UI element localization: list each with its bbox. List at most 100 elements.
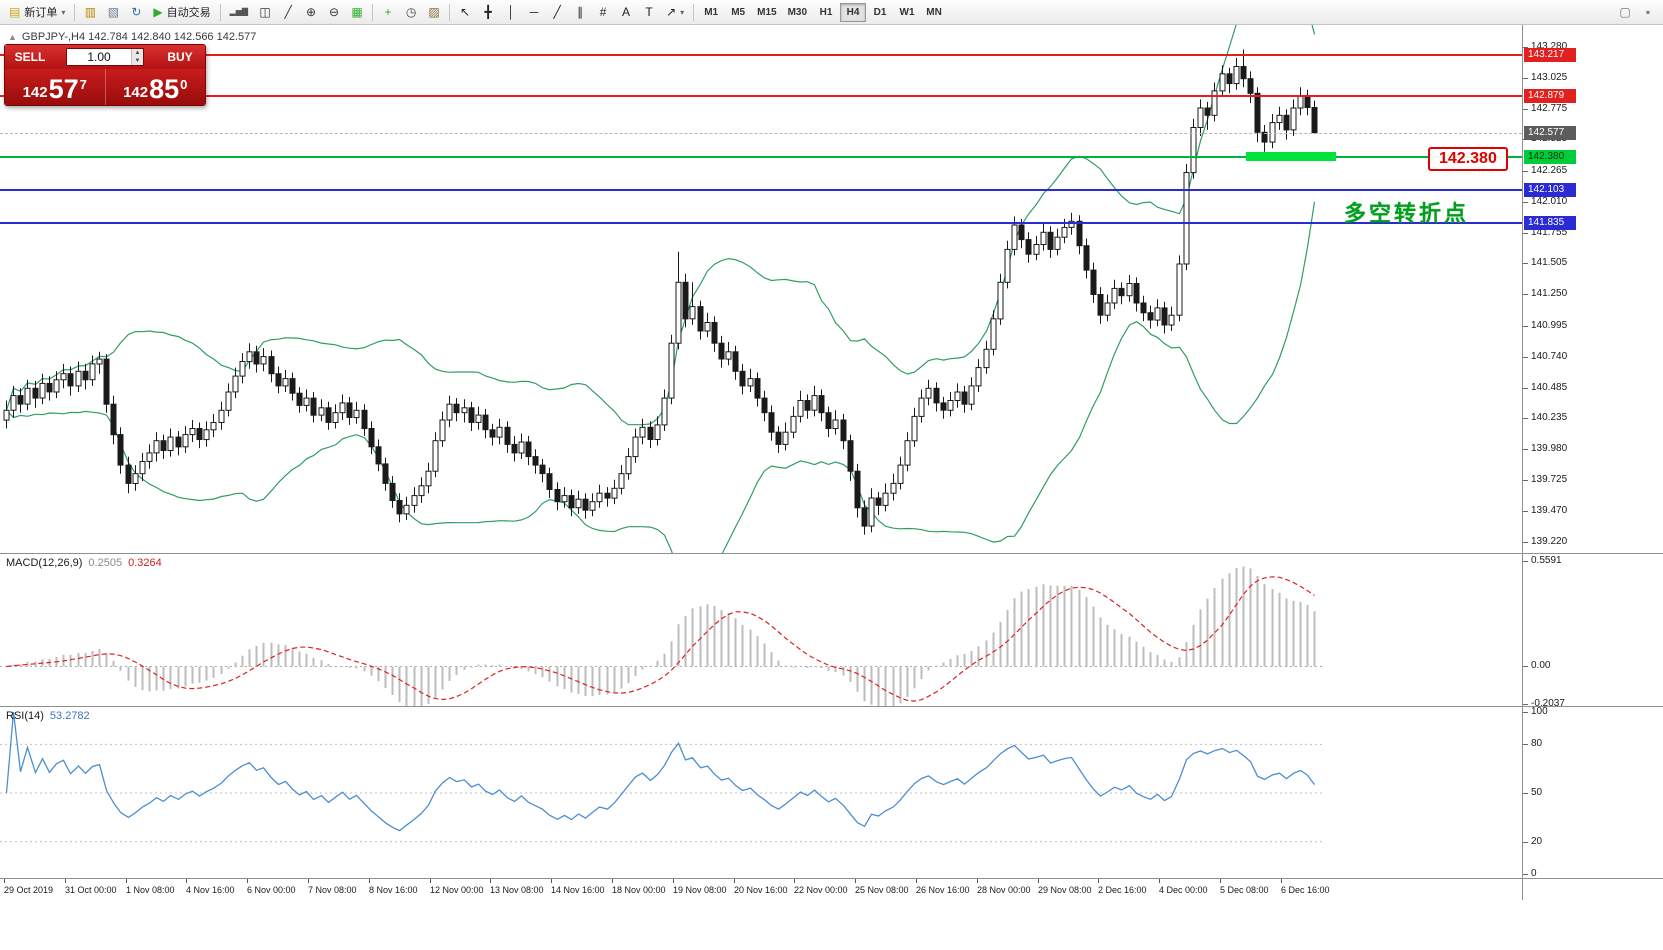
fibonacci-icon[interactable]: # [592,2,614,23]
templates-icon: ▨ [428,5,440,19]
refresh-icon[interactable]: ↻ [125,2,147,23]
candles-layer[interactable] [0,25,1522,553]
candlestick-icon[interactable]: ◫ [254,2,276,23]
buy-price-frac: 0 [180,77,188,92]
panel-separator[interactable] [0,878,1663,879]
horizontal-line-142.103[interactable] [0,189,1522,191]
zoom-out-icon[interactable]: ⊖ [323,2,345,23]
pivot-annotation[interactable]: 多空转折点 [1344,201,1470,226]
profiles-icon[interactable]: ▧ [102,2,124,23]
timeframe-m5[interactable]: M5 [731,6,746,18]
timeframe-mn[interactable]: MN [926,6,942,18]
timeframe-m30[interactable]: M30 [787,6,808,18]
macd-value-signal: 0.3264 [128,557,162,569]
price-scale-label: 141.755 [1531,227,1568,238]
volume-up-icon[interactable]: ▲ [132,49,143,57]
horizontal-line-142.577[interactable] [0,133,1522,134]
time-axis[interactable]: 29 Oct 2019 31 Oct 00:00 1 Nov 08:00 4 Nov … [0,879,1663,900]
vertical-line-icon[interactable]: │ [500,2,522,23]
crosshair-icon[interactable]: ╋ [477,2,499,23]
one-click-collapse-icon[interactable]: ▲ [8,32,17,42]
rsi-scale-label: 80 [1531,738,1543,749]
time-tick [430,879,431,883]
horizontal-line-143.217[interactable] [0,54,1522,56]
timeframe-w1[interactable]: W1 [899,6,915,18]
price-tick [1523,109,1528,110]
highlight-bar[interactable] [1246,152,1336,161]
time-axis-label: 7 Nov 08:00 [308,885,357,895]
time-tick [247,879,248,883]
price-tick [1523,263,1528,264]
volume-control: 1.00 ▲ ▼ [55,45,155,69]
price-scale[interactable]: 143.280143.025142.775142.525142.265142.0… [1522,25,1663,900]
time-axis-label: 1 Nov 08:00 [126,885,175,895]
timeframe-d1[interactable]: D1 [873,6,887,18]
price-tick [1523,480,1528,481]
label-icon[interactable]: T [638,2,660,23]
price-tick [1523,294,1528,295]
price-tick [1523,171,1528,172]
time-tick [186,879,187,883]
macd-panel[interactable] [0,554,1522,706]
trendline-icon[interactable]: ╱ [546,2,568,23]
price-scale-label: 143.280 [1531,41,1568,52]
volume-down-icon[interactable]: ▼ [132,57,143,65]
rsi-tick [1523,744,1528,745]
horizontal-line-141.835[interactable] [0,222,1522,224]
timeframe-h4[interactable]: H4 [840,2,867,22]
volume-input[interactable]: 1.00 ▲ ▼ [66,48,144,66]
window-icon[interactable]: ▢ [1614,2,1636,23]
price-tag: 142.577 [1524,126,1576,140]
new-chart-icon[interactable]: ▥ [79,2,101,23]
price-tick [1523,47,1528,48]
panel-separator[interactable] [0,553,1663,554]
price-scale-label: 140.740 [1531,351,1568,362]
time-axis-label: 29 Oct 2019 [4,885,54,895]
price-tick [1523,78,1528,79]
zoom-in-icon[interactable]: ⊕ [300,2,322,23]
indicators-icon[interactable]: + [377,2,399,23]
trendline-icon: ╱ [553,5,561,19]
time-axis-label: 26 Nov 16:00 [916,885,970,895]
arrows-icon[interactable]: ↗ ▾ [661,2,689,23]
panel-separator[interactable] [0,706,1663,707]
bar-chart-icon[interactable]: ▂▅▇ [225,2,253,23]
periods-icon[interactable]: ◷ [400,2,422,23]
timeframe-m1[interactable]: M1 [704,6,719,18]
price-tick [1523,202,1528,203]
horizontal-line-142.380[interactable] [0,156,1522,158]
time-axis-label: 19 Nov 08:00 [673,885,727,895]
timeframe-h1[interactable]: H1 [819,6,833,18]
price-tag: 141.835 [1524,216,1576,230]
new-order-button-label: 新订单 [24,7,58,19]
tile-windows-icon[interactable]: ▦ [346,2,368,23]
price-tick [1523,511,1528,512]
time-axis-label: 5 Dec 08:00 [1220,885,1269,895]
more-icon[interactable]: ▪ [1637,2,1659,23]
price-scale-label: 139.220 [1531,536,1568,547]
line-chart-icon[interactable]: ╱ [277,2,299,23]
price-tag: 142.879 [1524,89,1576,103]
new-order-button[interactable]: ▤ 新订单 ▾ [4,2,70,23]
text-icon[interactable]: A [615,2,637,23]
timeframe-m15[interactable]: M15 [757,6,777,18]
time-axis-label: 2 Dec 16:00 [1098,885,1147,895]
autotrade-button[interactable]: ▶ 自动交易 [148,2,215,23]
sell-price[interactable]: 142 57 7 [5,69,105,105]
price-scale-label: 139.470 [1531,505,1568,516]
time-tick [734,879,735,883]
time-axis-label: 20 Nov 16:00 [734,885,788,895]
horizontal-line-icon[interactable]: ─ [523,2,545,23]
channel-icon[interactable]: ∥ [569,2,591,23]
sell-button[interactable]: SELL [14,50,46,64]
price-level-label[interactable]: 142.380 [1428,147,1508,171]
channel-icon: ∥ [577,5,584,19]
rsi-panel[interactable] [0,707,1522,878]
cursor-icon[interactable]: ↖ [454,2,476,23]
horizontal-line-142.879[interactable] [0,95,1522,97]
buy-price-pips: 85 [149,74,180,104]
buy-button[interactable]: BUY [167,50,193,64]
templates-icon[interactable]: ▨ [423,2,445,23]
buy-price[interactable]: 142 85 0 [106,69,206,105]
price-chart-panel[interactable] [0,25,1522,553]
